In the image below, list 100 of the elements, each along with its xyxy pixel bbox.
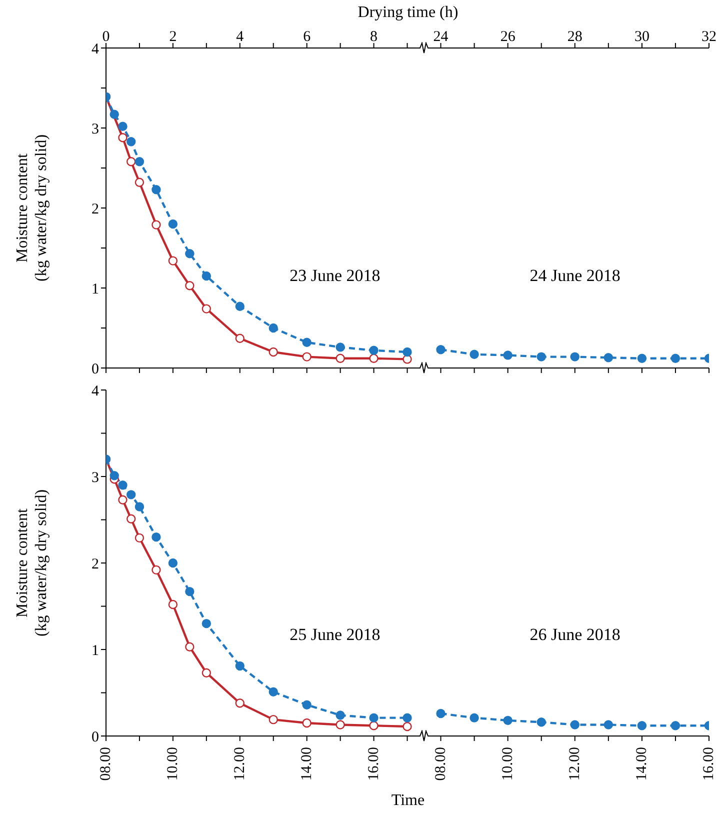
point <box>118 133 128 142</box>
x-tick-label: 14.00 <box>298 747 315 781</box>
point <box>202 668 212 678</box>
x-axis-title: Time <box>390 792 426 810</box>
y-axis-title: Moisture content (kg water/kg dry solid) <box>14 134 50 282</box>
point <box>268 714 278 724</box>
point <box>152 532 161 542</box>
point <box>402 713 412 722</box>
x-tick-label: 08.00 <box>432 747 449 781</box>
point <box>503 716 512 726</box>
y-tick-label: 4 <box>92 383 100 400</box>
point <box>268 687 278 696</box>
point <box>185 586 194 596</box>
x-tick-label: 16.00 <box>701 747 717 781</box>
x-tick-label: 10.00 <box>500 747 516 781</box>
point <box>369 354 378 363</box>
point <box>152 185 161 194</box>
x-tick-label: 10.00 <box>164 747 181 781</box>
x2-tick-label: 6 <box>303 29 312 45</box>
point <box>570 720 580 730</box>
point <box>235 661 244 671</box>
point <box>126 490 136 500</box>
point <box>134 502 144 512</box>
point <box>570 352 580 362</box>
point <box>670 721 680 730</box>
point <box>369 346 378 355</box>
point <box>302 338 312 347</box>
x-tick-label: 12.00 <box>232 747 248 781</box>
point <box>336 710 345 720</box>
point <box>118 122 128 131</box>
x2-tick-label: 26 <box>500 29 516 45</box>
y-tick-label: 2 <box>92 556 99 572</box>
point <box>235 302 244 311</box>
y-tick-label: 0 <box>92 361 99 378</box>
point <box>470 350 479 359</box>
point <box>126 137 136 146</box>
point <box>268 347 278 357</box>
point <box>470 713 479 722</box>
point <box>302 352 312 362</box>
x2-tick-label: 32 <box>702 29 716 45</box>
point <box>604 353 614 362</box>
point <box>202 618 212 628</box>
point <box>536 352 546 362</box>
point <box>235 334 244 343</box>
y-tick-label: 3 <box>92 470 99 486</box>
x-tick-label: 16.00 <box>366 747 382 781</box>
x2-tick-label: 24 <box>433 29 449 45</box>
y-axis-title: Moisture content (kg water/kg dry solid) <box>14 489 50 637</box>
point <box>126 514 136 524</box>
point <box>369 713 378 722</box>
point <box>118 495 128 504</box>
point <box>436 708 446 718</box>
point <box>536 718 546 727</box>
x-tick-label: 14.00 <box>634 747 650 781</box>
x2-tick-label: 0 <box>102 29 110 45</box>
x2-tick-label: 8 <box>370 29 378 45</box>
annotation: 24 June 2018 <box>528 266 622 286</box>
point <box>402 722 412 732</box>
y-tick-label: 1 <box>92 281 99 298</box>
point <box>302 718 312 728</box>
point <box>168 256 178 266</box>
point <box>369 721 378 730</box>
x2-axis-title: Drying time (h) <box>356 4 460 22</box>
point <box>604 720 614 730</box>
y-tick-label: 0 <box>92 729 99 746</box>
point <box>152 565 161 575</box>
point <box>185 281 194 290</box>
point <box>185 249 194 258</box>
point <box>168 558 178 568</box>
point <box>152 220 161 230</box>
x2-tick-label: 2 <box>169 29 177 45</box>
point <box>302 700 312 710</box>
point <box>110 471 119 480</box>
point <box>336 342 345 352</box>
point <box>637 721 647 730</box>
point <box>118 480 128 490</box>
point <box>402 347 412 357</box>
point <box>336 354 345 363</box>
point <box>134 157 144 166</box>
x2-tick-label: 30 <box>634 29 650 45</box>
annotation: 23 June 2018 <box>288 266 382 286</box>
point <box>168 600 178 610</box>
point <box>202 271 212 281</box>
point <box>110 110 119 119</box>
point <box>268 323 278 333</box>
x2-tick-label: 4 <box>236 29 244 45</box>
annotation: 25 June 2018 <box>288 625 382 646</box>
y-tick-label: 3 <box>92 121 99 138</box>
point <box>637 354 647 363</box>
x-tick-label: 08.00 <box>98 747 114 781</box>
x2-tick-label: 28 <box>567 29 582 45</box>
y-tick-label: 4 <box>92 41 100 58</box>
point <box>202 304 212 314</box>
point <box>670 354 680 363</box>
point <box>336 720 345 730</box>
point <box>134 533 144 543</box>
point <box>235 698 244 708</box>
point <box>134 178 144 187</box>
y-tick-label: 2 <box>92 201 99 218</box>
point <box>503 350 512 360</box>
